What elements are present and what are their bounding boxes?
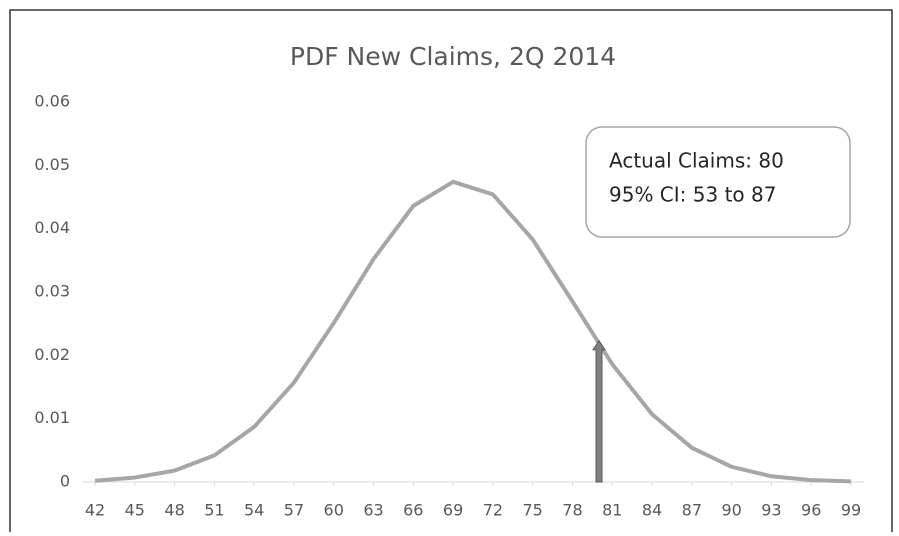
y-tick-label: 0.03: [34, 282, 70, 301]
x-tick-label: 75: [523, 501, 543, 520]
arrow: [592, 339, 606, 483]
x-tick-label: 96: [801, 501, 821, 520]
x-tick-label: 99: [841, 501, 861, 520]
x-tick-label: 63: [363, 501, 383, 520]
y-tick-label: 0.04: [34, 218, 70, 237]
y-tick-label: 0.02: [34, 345, 70, 364]
line-series: [94, 179, 852, 484]
y-tick-label: 0.05: [34, 155, 70, 174]
x-tick-label: 84: [642, 501, 662, 520]
x-tick-label: 57: [284, 501, 304, 520]
x-tick-label: 93: [761, 501, 781, 520]
x-tick-label: 66: [403, 501, 423, 520]
x-tick-label: 51: [204, 501, 224, 520]
annotation-box: [585, 126, 851, 238]
chart-title: PDF New Claims, 2Q 2014: [290, 42, 616, 71]
x-tick-label: 87: [682, 501, 702, 520]
x-tick-label: 81: [602, 501, 622, 520]
x-tick-label: 42: [85, 501, 105, 520]
x-tick-label: 45: [125, 501, 145, 520]
x-tick-label: 69: [443, 501, 463, 520]
chart-frame: [9, 9, 893, 536]
x-tick-label: 54: [244, 501, 264, 520]
y-tick-label: 0.01: [34, 408, 70, 427]
y-tick-label: 0.06: [34, 92, 70, 111]
x-tick-label: 72: [483, 501, 503, 520]
x-tick-label: 48: [164, 501, 184, 520]
x-tick-label: 90: [721, 501, 741, 520]
x-tick-label: 78: [562, 501, 582, 520]
annotation: 95% CI: 53 to 87: [609, 183, 776, 207]
x-tick-label: 60: [324, 501, 344, 520]
annotation: Actual Claims: 80: [609, 149, 784, 173]
y-tick-label: 0: [60, 472, 70, 491]
